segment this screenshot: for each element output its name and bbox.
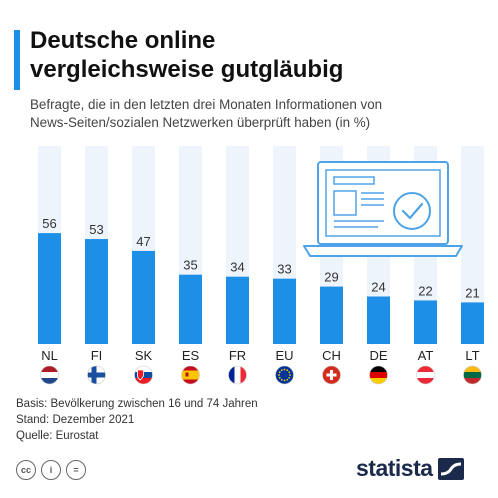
bar-lt — [461, 302, 484, 344]
statista-logo[interactable]: statista — [356, 455, 464, 482]
flag-sk-icon — [134, 365, 153, 385]
value-label: 35 — [183, 258, 197, 273]
title-line-1: Deutsche online — [30, 27, 216, 54]
value-label: 56 — [42, 216, 56, 231]
laptop-screen-inner — [325, 169, 441, 237]
flag-ch-icon — [322, 365, 341, 385]
category-label: AT — [418, 348, 434, 363]
laptop-check-illustration — [303, 161, 463, 257]
flag-fi-icon — [87, 365, 106, 385]
value-label: 33 — [277, 262, 291, 277]
bar-background — [461, 146, 484, 344]
category-label: NL — [41, 348, 58, 363]
value-label: 47 — [136, 234, 150, 249]
note-basis: Basis: Bevölkerung zwischen 16 und 74 Ja… — [16, 398, 258, 410]
bar-at — [414, 300, 437, 344]
chart-notes: Basis: Bevölkerung zwischen 16 und 74 Ja… — [16, 396, 258, 444]
flag-es-icon — [181, 365, 200, 385]
value-label: 53 — [89, 222, 103, 237]
flag-de-icon — [369, 365, 388, 385]
laptop-base — [303, 245, 463, 257]
flag-eu-icon — [275, 365, 294, 385]
cc-icon[interactable]: cc — [16, 460, 36, 480]
bar-de — [367, 296, 390, 344]
value-label: 29 — [324, 270, 338, 285]
license-icons: cc i = — [16, 460, 86, 480]
by-icon[interactable]: i — [41, 460, 61, 480]
screen-image-block — [333, 190, 357, 216]
category-label: ES — [182, 348, 200, 363]
bar-ch — [320, 286, 343, 344]
bar-fr — [226, 276, 249, 344]
flag-fr-icon — [228, 365, 247, 385]
checkmark-icon — [401, 202, 424, 220]
subtitle-line-1: Befragte, die in den letzten drei Monate… — [30, 97, 383, 112]
note-stand: Stand: Dezember 2021 — [16, 414, 135, 426]
title-line-2: vergleichsweise gutgläubig — [30, 56, 344, 83]
category-label: FI — [91, 348, 103, 363]
bar-fi — [85, 239, 108, 344]
value-label: 24 — [371, 279, 385, 294]
screen-header-block — [333, 176, 375, 185]
chart-title: Deutsche online vergleichsweise gutgläub… — [30, 26, 490, 84]
bar-sk — [132, 250, 155, 344]
value-label: 22 — [418, 283, 432, 298]
category-label: SK — [135, 348, 153, 363]
chart-subtitle: Befragte, die in den letzten drei Monate… — [30, 96, 492, 132]
value-label: 21 — [465, 285, 479, 300]
note-source: Quelle: Eurostat — [16, 430, 99, 442]
category-label: EU — [275, 348, 293, 363]
category-label: CH — [322, 348, 341, 363]
bar-eu — [273, 278, 296, 344]
title-accent-bar — [14, 30, 20, 90]
bar-nl — [38, 233, 61, 344]
category-label: DE — [369, 348, 387, 363]
flag-lt-icon — [463, 365, 482, 385]
statista-mark-icon — [437, 457, 464, 480]
subtitle-line-2: News-Seiten/sozialen Netzwerken überprüf… — [30, 115, 371, 130]
value-label: 34 — [230, 260, 244, 275]
category-label: LT — [465, 348, 479, 363]
flag-nl-icon — [40, 365, 59, 385]
flag-at-icon — [416, 365, 435, 385]
nd-icon[interactable]: = — [66, 460, 86, 480]
logo-text: statista — [356, 455, 433, 481]
category-label: FR — [229, 348, 246, 363]
bar-es — [179, 274, 202, 344]
check-circle-icon — [393, 192, 431, 230]
